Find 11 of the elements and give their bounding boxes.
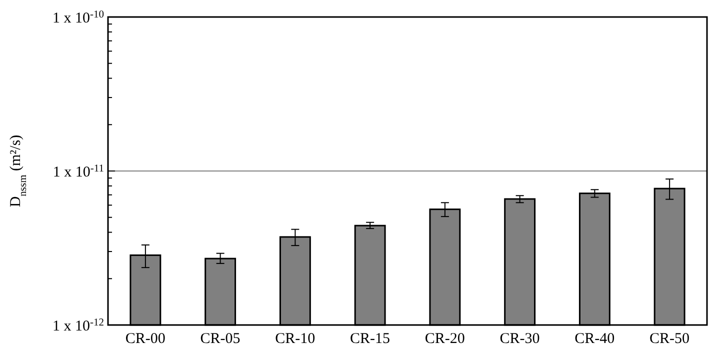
x-tick-label: CR-30 <box>500 331 540 347</box>
x-tick-label: CR-05 <box>200 331 240 347</box>
x-tick-label: CR-00 <box>125 331 166 347</box>
x-tick-label: CR-20 <box>424 331 465 347</box>
x-tick-label: CR-10 <box>275 331 316 347</box>
x-tick-label: CR-40 <box>574 331 615 347</box>
x-tick-label: CR-15 <box>350 331 390 347</box>
y-tick-label: 1 x 10$^{-12}$ <box>52 316 104 334</box>
x-tick-label: CR-50 <box>650 331 690 347</box>
y-tick-label: 1 x 10$^{-10}$ <box>52 8 104 26</box>
y-tick-label: 1 x 10$^{-11}$ <box>52 162 104 180</box>
